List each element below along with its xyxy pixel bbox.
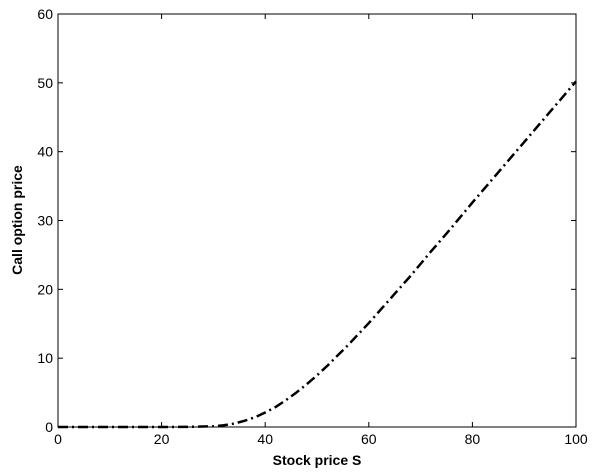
- y-tick-label: 0: [45, 419, 53, 435]
- x-tick-label: 40: [257, 431, 273, 447]
- option-price-curve: [58, 80, 577, 429]
- series-layer: [58, 80, 577, 429]
- y-tick-label: 30: [37, 213, 53, 229]
- x-axis-label: Stock price S: [273, 452, 362, 468]
- y-tick-label: 40: [37, 144, 53, 160]
- x-tick-label: 60: [361, 431, 377, 447]
- y-tick-label: 50: [37, 75, 53, 91]
- plot-frame: [57, 13, 577, 428]
- y-axis-label: Call option price: [9, 165, 25, 275]
- y-tick-label: 10: [37, 350, 53, 366]
- x-tick-label: 100: [564, 431, 588, 447]
- x-tick-label: 20: [154, 431, 170, 447]
- y-tick-label: 20: [37, 281, 53, 297]
- x-tick-label: 0: [54, 431, 62, 447]
- ticks-layer: 0 20 40 60 80 100 0 10 20 30 40 50 60: [37, 6, 587, 447]
- y-tick-label: 60: [37, 6, 53, 22]
- x-tick-label: 80: [465, 431, 481, 447]
